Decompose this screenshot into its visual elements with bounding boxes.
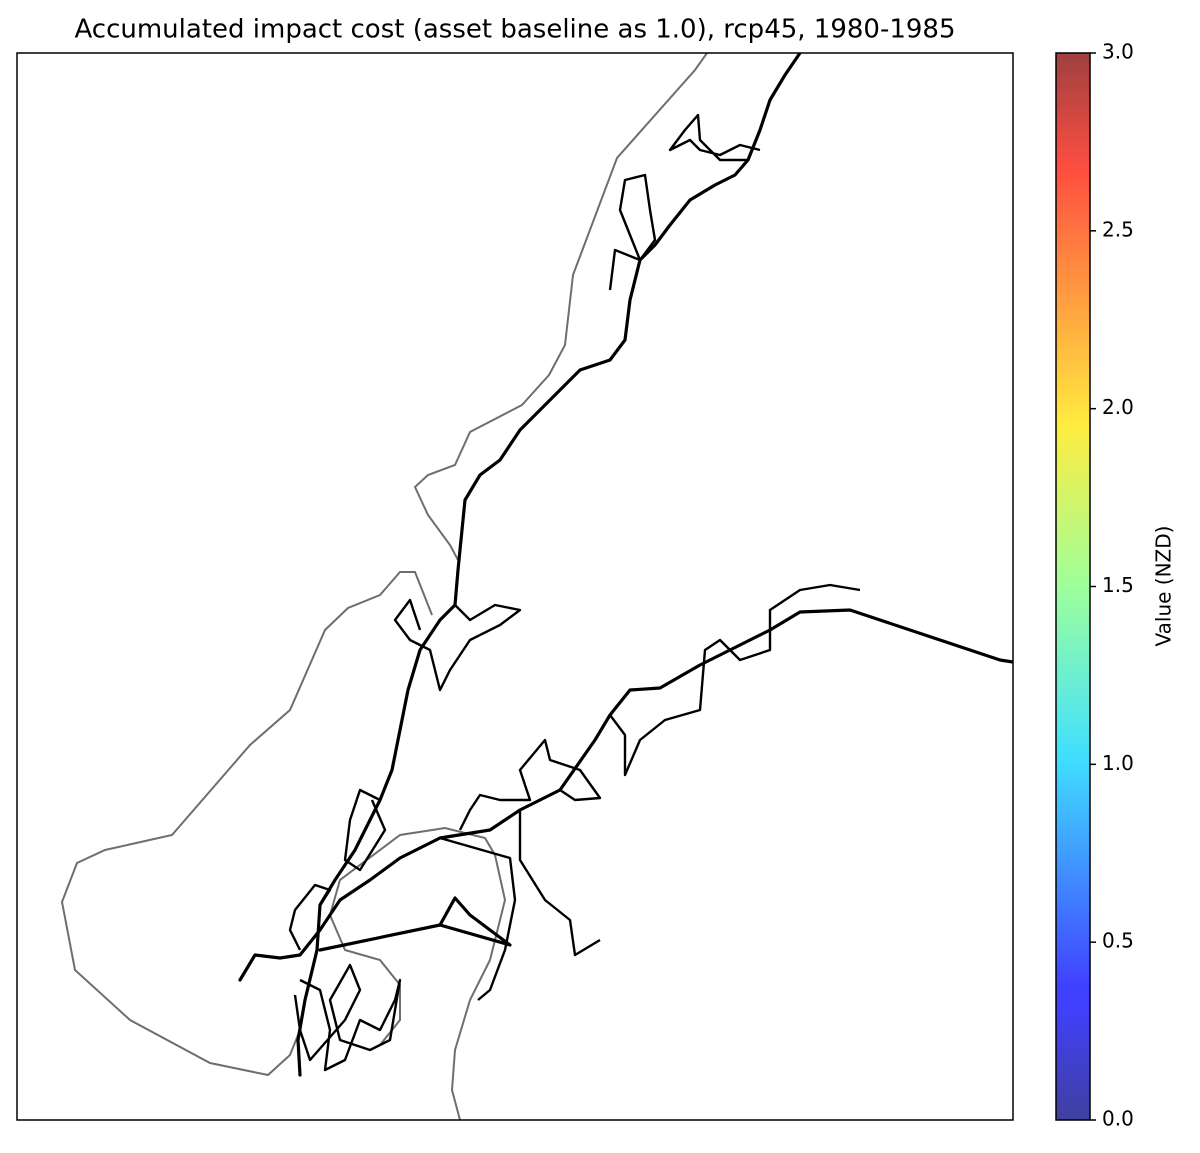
map-area bbox=[60, 53, 1013, 1120]
map-title: Accumulated impact cost (asset baseline … bbox=[74, 15, 955, 45]
road bbox=[343, 788, 387, 872]
colorbar-tick-label: 2.5 bbox=[1102, 217, 1134, 241]
colorbar-tick-label: 2.0 bbox=[1102, 395, 1134, 419]
road bbox=[518, 810, 601, 957]
coastline bbox=[413, 53, 708, 561]
road bbox=[238, 608, 1013, 982]
road bbox=[296, 53, 802, 1077]
road bbox=[318, 896, 512, 952]
colorbar-tick-label: 3.0 bbox=[1102, 40, 1134, 64]
road bbox=[668, 113, 761, 162]
road bbox=[293, 963, 402, 1072]
colorbar-tick-label: 1.5 bbox=[1102, 573, 1134, 597]
colorbar-tick-label: 0.0 bbox=[1102, 1107, 1134, 1131]
colorbar-label: Value (NZD) bbox=[1152, 526, 1176, 647]
road bbox=[393, 598, 522, 692]
map-frame bbox=[16, 52, 1014, 1121]
road bbox=[458, 738, 602, 831]
colorbar bbox=[1056, 53, 1090, 1120]
road bbox=[288, 883, 332, 951]
road bbox=[608, 173, 657, 291]
road bbox=[439, 836, 517, 1001]
coastline bbox=[60, 571, 433, 1077]
road bbox=[609, 583, 861, 777]
coastline bbox=[328, 826, 507, 1120]
colorbar-tick-label: 1.0 bbox=[1102, 751, 1134, 775]
colorbar-tick-label: 0.5 bbox=[1102, 929, 1134, 953]
